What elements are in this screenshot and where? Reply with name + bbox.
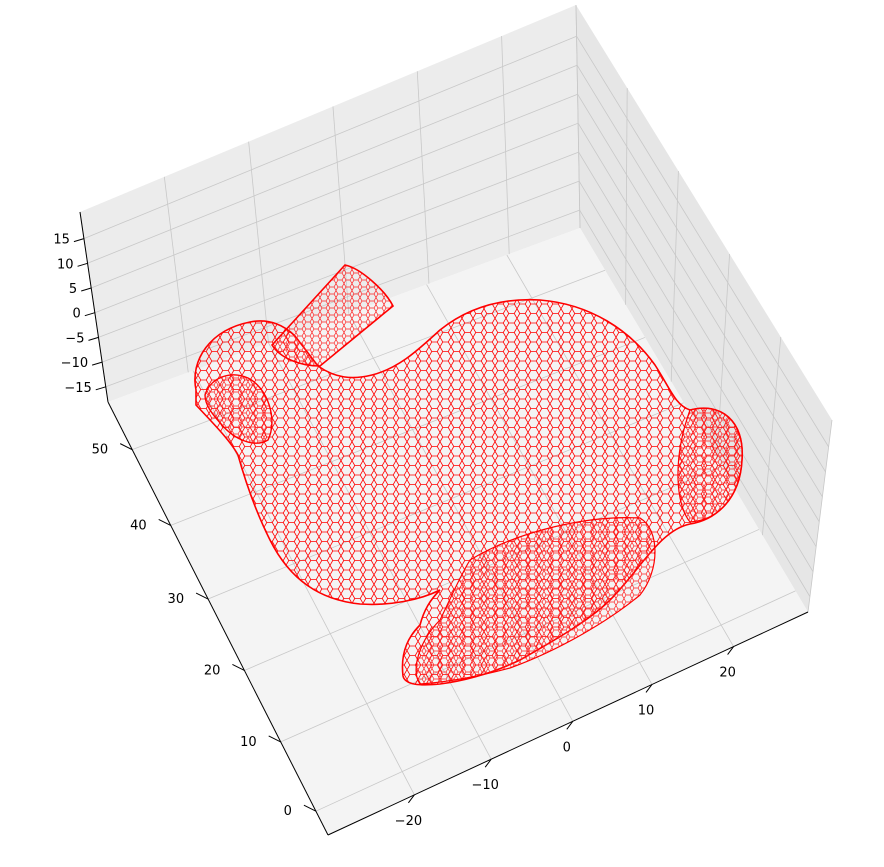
z-tick-label: 5 (69, 282, 77, 297)
z-grid-line-right (576, 65, 826, 473)
z-grid-line (98, 151, 579, 338)
z-axis-ticks: 15 10 5 0 −5 −10 −15 (53, 233, 106, 396)
bunny-leg (415, 517, 656, 685)
z-grid-line-right (577, 122, 820, 522)
y-axis-ticks: 0 10 20 30 40 50 (92, 443, 317, 819)
x-tick-mark (566, 720, 574, 730)
y-tick-label: 10 (240, 735, 257, 750)
right-vertical-grid-line (762, 336, 782, 536)
y-tick-mark (232, 664, 245, 671)
back-vertical-grid-line (501, 36, 510, 255)
bunny-ear-inner (204, 374, 273, 444)
y-tick-mark (158, 518, 171, 526)
y-tick-label: 40 (130, 518, 147, 533)
x-tick-mark (407, 794, 415, 804)
z-tick-label: 10 (57, 257, 74, 272)
z-grid-line-right (576, 36, 829, 448)
x-axis-line (327, 611, 809, 836)
x-tick-label: −20 (395, 814, 422, 829)
z-tick-label: −10 (61, 356, 88, 371)
y-tick-mark (268, 735, 281, 743)
z-tick-label: 15 (53, 233, 70, 248)
z-grid-line-right (579, 209, 811, 597)
y-tick-mark (303, 804, 317, 812)
z-axis-line (79, 211, 109, 403)
x-tick-mark (727, 646, 734, 655)
x-tick-label: −10 (471, 778, 498, 793)
x-tick-mark (645, 684, 653, 693)
z-tick-mark (88, 336, 99, 341)
y-axis-line (107, 401, 329, 836)
x-tick-label: 0 (563, 740, 571, 755)
y-tick-mark (195, 592, 209, 600)
y-tick-label: 50 (92, 443, 109, 458)
z-grid-line-right (578, 180, 814, 572)
z-tick-mark (73, 238, 85, 243)
z-tick-label: −15 (64, 381, 91, 396)
z-tick-mark (95, 386, 106, 391)
z-tick-mark (84, 312, 95, 317)
right-vertical-grid-line (625, 87, 628, 305)
back-pane (80, 5, 580, 402)
z-grid-line-right (578, 151, 817, 547)
back-vertical-grid-line (163, 176, 189, 373)
z-tick-mark (91, 361, 103, 366)
x-axis-ticks: −20 −10 0 10 20 (395, 646, 736, 829)
y-tick-label: 20 (204, 663, 221, 678)
bunny-tail (677, 407, 743, 523)
z-tick-label: −5 (65, 331, 84, 346)
y-tick-label: 0 (284, 804, 292, 819)
right-vertical-grid-line (670, 170, 679, 382)
z-grid-line-right (577, 93, 823, 498)
z-tick-mark (77, 262, 88, 267)
z-tick-label: 0 (73, 307, 81, 322)
wireframe-mesh (194, 264, 743, 686)
right-vertical-grid-line (575, 4, 581, 229)
x-tick-label: 10 (638, 703, 655, 718)
z-grid-line (87, 64, 578, 264)
z-grid-line (91, 93, 578, 289)
z-tick-mark (81, 287, 92, 292)
x-tick-label: 20 (719, 666, 736, 681)
bunny-ear (271, 264, 395, 367)
back-vertical-grid-line (248, 141, 269, 343)
right-vertical-grid-line (807, 419, 833, 613)
right-pane (576, 5, 832, 612)
axes (79, 211, 809, 836)
x-tick-mark (484, 758, 492, 768)
y-tick-mark (119, 443, 133, 451)
y-tick-label: 30 (168, 592, 185, 607)
z-grid-line (94, 122, 579, 314)
y-grid-line (315, 590, 796, 812)
back-vertical-grid-line (416, 71, 430, 284)
z-grid-line (83, 35, 577, 239)
